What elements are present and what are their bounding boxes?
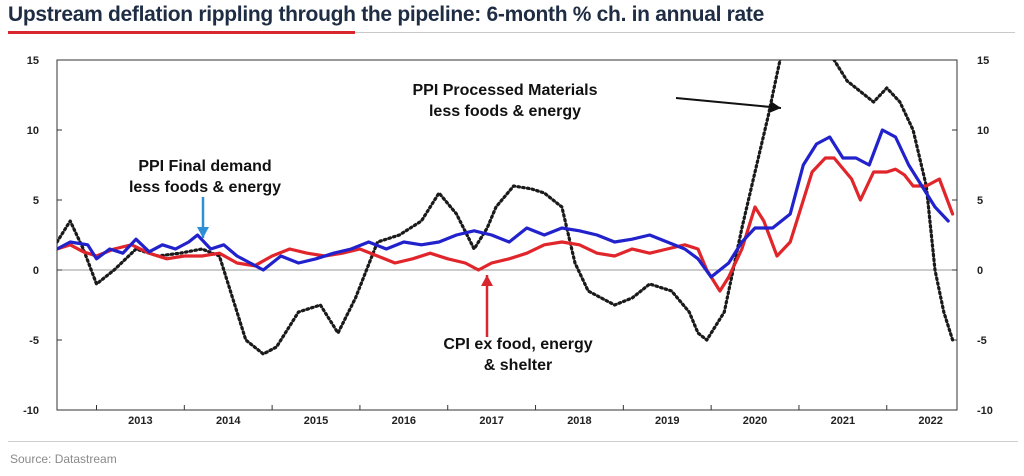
cpi-ex-arrow-head (481, 275, 493, 286)
source-note: Source: Datastream (10, 452, 117, 466)
axes: 15 10 5 0 -5 -10 15 10 5 0 -5 -10 2013 2014 2015 2016 20… (23, 55, 993, 427)
ppi-processed-arrow (675, 97, 782, 113)
x-tick-label: 2019 (655, 415, 679, 427)
ppi-final-arrow-head (197, 227, 209, 238)
annotation-ppi-processed-line2: less foods & energy (429, 103, 581, 120)
x-tick-label: 2022 (918, 415, 942, 427)
y-tick-label-left: 0 (33, 265, 39, 277)
x-tick-label: 2015 (304, 415, 328, 427)
plot-frame (56, 59, 958, 411)
x-tick-label: 2013 (128, 415, 152, 427)
series-cpi-ex-line (57, 156, 955, 293)
y-tick-label-right: 10 (977, 125, 989, 137)
y-tick-label-left: -10 (23, 405, 39, 417)
annotations: PPI Processed Materials less foods & ener… (129, 82, 782, 374)
series-lines (57, 60, 955, 356)
y-tick-label-left: 10 (27, 125, 39, 137)
x-tick-label: 2017 (479, 415, 503, 427)
y-tick-label-right: 5 (977, 195, 983, 207)
title-divider-rule (355, 32, 1015, 33)
y-tick-label-left: -5 (29, 335, 39, 347)
series-ppi-processed-line (57, 60, 955, 356)
x-tick-label: 2018 (567, 415, 591, 427)
y-tick-label-right: -5 (977, 335, 987, 347)
y-tick-label-right: 0 (977, 265, 983, 277)
annotation-cpi-ex-line1: CPI ex food, energy (443, 336, 592, 353)
source-divider (8, 441, 1018, 442)
ppi-processed-arrow-shaft (675, 97, 782, 109)
annotation-cpi-ex-line2: & shelter (484, 357, 552, 374)
chart-title: Upstream deflation rippling through the … (8, 3, 764, 26)
y-tick-label-right: -10 (977, 405, 993, 417)
x-tick-label: 2020 (743, 415, 767, 427)
y-tick-label-left: 15 (27, 55, 39, 67)
x-tick-label: 2014 (216, 415, 241, 427)
y-tick-label-right: 15 (977, 55, 989, 67)
x-tick-label: 2016 (392, 415, 416, 427)
x-tick-label: 2021 (831, 415, 855, 427)
ppi-final-arrow (197, 197, 209, 238)
y-tick-label-left: 5 (33, 195, 39, 207)
annotation-ppi-final-line2: less foods & energy (129, 179, 281, 196)
series-ppi-final-line (57, 128, 950, 279)
annotation-ppi-final-line1: PPI Final demand (138, 158, 271, 175)
cpi-ex-arrow (481, 275, 493, 337)
ppi-processed-arrow-head (769, 100, 781, 113)
title-accent-rule (8, 31, 355, 34)
annotation-ppi-processed-line1: PPI Processed Materials (413, 82, 598, 99)
